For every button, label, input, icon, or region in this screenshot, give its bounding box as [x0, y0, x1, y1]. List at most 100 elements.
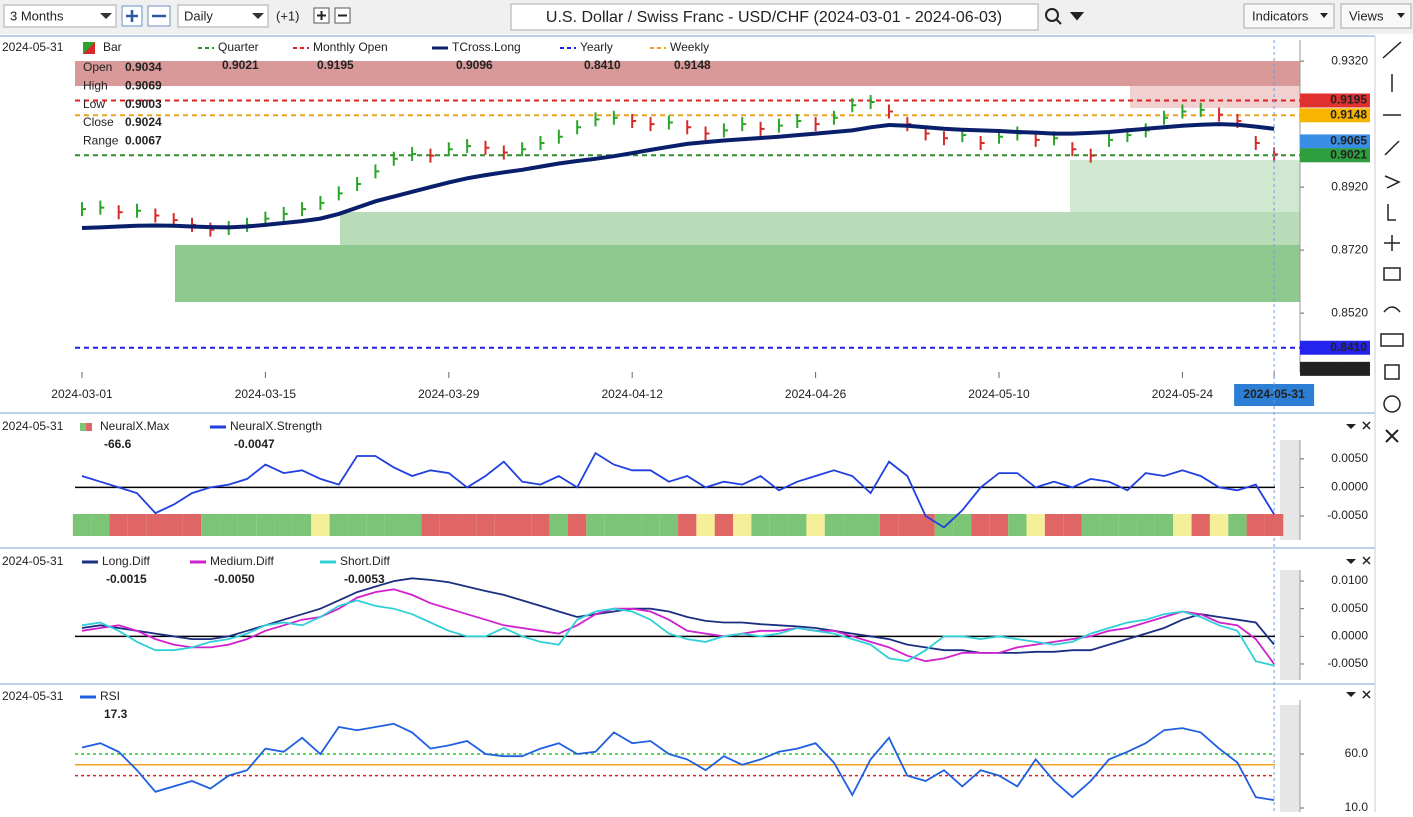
price-bar: [99, 200, 105, 215]
plus-icon: [126, 10, 138, 22]
price-bar: [631, 113, 637, 128]
state-cell: [311, 514, 330, 536]
price-label-box: [1300, 134, 1370, 149]
price-bar: [1034, 132, 1040, 147]
support-zone: [175, 245, 1300, 302]
interval-select[interactable]: [177, 4, 269, 28]
state-cell: [402, 514, 422, 536]
legend-value: -66.6: [104, 437, 132, 451]
price-label: 0.8410: [1330, 340, 1367, 354]
ohlc-label: Close: [83, 115, 114, 129]
trendline-tool[interactable]: [1382, 41, 1402, 59]
resistance-zone: [1130, 86, 1300, 108]
series-line: [81, 588, 1275, 665]
symbol-box[interactable]: [510, 3, 1039, 31]
legend-value: 0.8410: [584, 58, 621, 72]
state-cell: [421, 514, 440, 536]
state-cell: [861, 514, 880, 536]
x-tick-label: 2024-04-12: [602, 387, 664, 401]
state-cell: [109, 514, 128, 536]
price-bar: [117, 205, 123, 220]
panel-date: 2024-05-31: [2, 40, 64, 54]
price-bar: [649, 117, 655, 132]
interval-text: Daily: [184, 8, 213, 23]
price-bar: [1089, 148, 1095, 163]
price-bar: [686, 120, 692, 135]
price-bar: [1071, 142, 1077, 157]
legend-value: -0.0047: [234, 437, 275, 451]
panel-date: 2024-05-31: [2, 554, 64, 568]
state-cell: [788, 514, 807, 536]
ray-tool[interactable]: [1384, 140, 1400, 156]
state-cell: [164, 514, 183, 536]
state-cell: [1209, 514, 1229, 536]
state-cell: [366, 514, 385, 536]
legend-label: Long.Diff: [102, 554, 150, 568]
state-cell: [1081, 514, 1100, 536]
price-bar: [1199, 102, 1205, 117]
price-bar: [759, 121, 765, 136]
search-icon[interactable]: [1045, 8, 1059, 22]
price-bar: [337, 186, 343, 201]
price-label-box: [1300, 148, 1370, 163]
price-bar: [851, 98, 857, 113]
state-cell: [568, 514, 587, 536]
legend-label: NeuralX.Max: [100, 419, 169, 433]
indicators-button[interactable]: [1243, 3, 1335, 29]
price-label: 0.9065: [1330, 134, 1367, 148]
panel-date: 2024-05-31: [2, 419, 64, 433]
panel-close[interactable]: [1362, 421, 1371, 699]
curve-tool[interactable]: [1383, 306, 1401, 313]
dropdown-arrow: [1320, 13, 1328, 18]
state-cell: [1026, 514, 1045, 536]
price-bar: [1218, 107, 1224, 122]
fib-tool[interactable]: [1384, 175, 1401, 189]
state-cell: [476, 514, 495, 536]
price-bar: [136, 203, 142, 218]
rect-tool[interactable]: [1384, 364, 1400, 380]
x-tick-label: 2024-03-01: [51, 387, 113, 401]
price-bar: [301, 202, 307, 217]
price-bar: [502, 145, 508, 160]
state-cell: [659, 514, 679, 536]
price-label: 0.9021: [1330, 147, 1367, 161]
state-cell: [971, 514, 990, 536]
state-cell: [696, 514, 715, 536]
price-bar: [209, 222, 215, 237]
channel-tool[interactable]: [1387, 204, 1396, 221]
state-cell: [1191, 514, 1210, 536]
price-label-box: [1300, 340, 1370, 355]
x-tick-label: 2024-03-29: [418, 387, 480, 401]
x-tick-label: 2024-04-26: [785, 387, 847, 401]
state-cell: [531, 514, 550, 536]
crosshair-tool[interactable]: [1384, 235, 1400, 251]
ohlc-label: Range: [83, 133, 119, 147]
circle-tool[interactable]: [1383, 395, 1401, 413]
range-select[interactable]: [3, 4, 117, 28]
price-bar: [887, 104, 893, 119]
price-bar: [942, 131, 948, 146]
state-cell: [91, 514, 110, 536]
price-bar: [1108, 132, 1114, 147]
state-cell: [237, 514, 257, 536]
legend-label: Weekly: [670, 40, 709, 54]
price-bar: [356, 176, 362, 191]
legend-value: 0.9148: [674, 58, 711, 72]
price-bar: [722, 123, 728, 138]
state-cell: [989, 514, 1009, 536]
panel-date: 2024-05-31: [2, 689, 64, 703]
future-area: [1280, 705, 1300, 812]
support-zone: [340, 212, 1300, 245]
ohlc-value: 0.9034: [125, 60, 162, 74]
close-tool[interactable]: [1385, 429, 1399, 443]
views-button[interactable]: [1340, 3, 1412, 29]
y-tick-label: 0.0000: [1331, 480, 1368, 494]
note-tool[interactable]: [1383, 267, 1401, 281]
legend-icon: [83, 42, 95, 54]
text-tool[interactable]: [1380, 333, 1404, 347]
price-bar: [521, 142, 527, 157]
panel-controls: [1346, 421, 1371, 699]
panel-menu[interactable]: [1346, 424, 1356, 697]
state-cell: [934, 514, 954, 536]
